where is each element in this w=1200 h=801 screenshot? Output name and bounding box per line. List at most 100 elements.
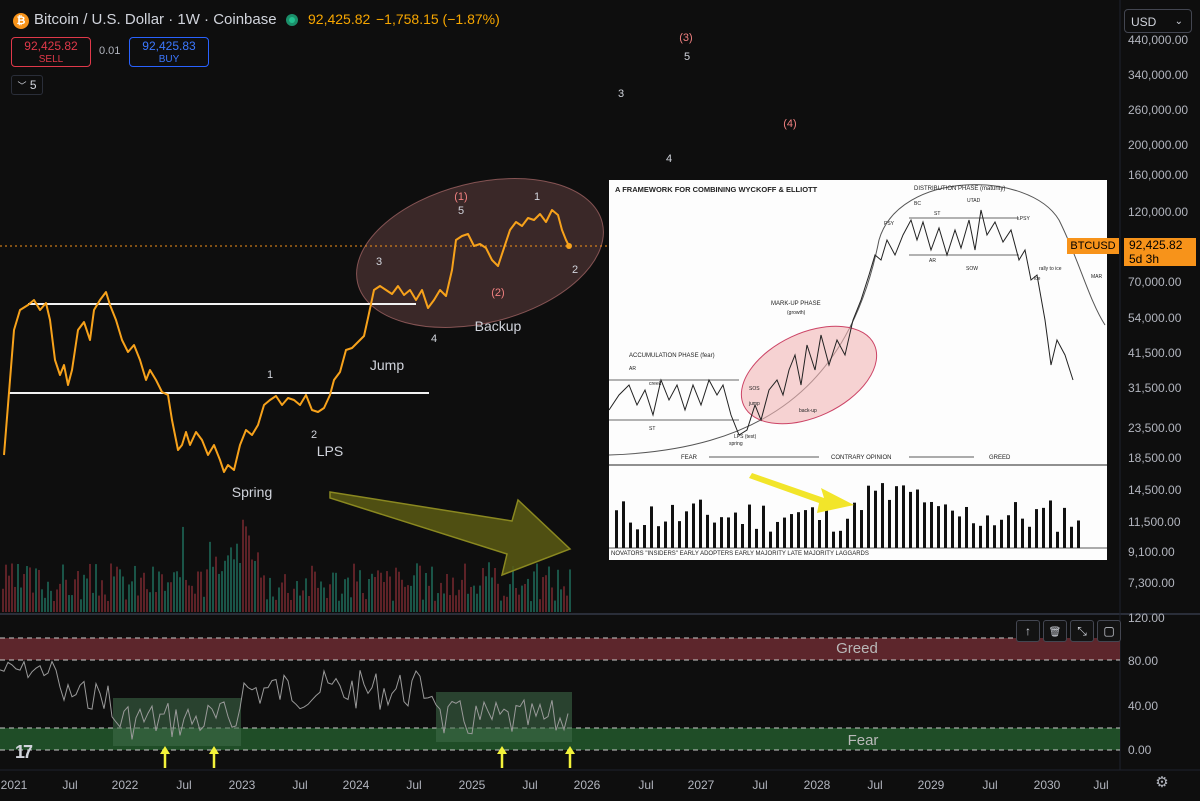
move-up-button[interactable]: ↑ [1016,620,1040,642]
volume-bar [71,595,73,612]
volume-bar [431,566,433,612]
volume-bar [344,579,346,612]
time-axis[interactable]: 2021 Jul 2022 Jul 2023 Jul 2024 Jul 2025 Jul 2026 J… [1,778,1109,792]
sell-button[interactable]: 92,425.82 SELL [11,37,91,67]
arrow-up-icon [160,746,170,754]
volume-bar [191,585,193,612]
price-tick-label: 14,500.00 [1128,483,1182,497]
volume-bar [275,599,277,612]
oscillator-axis[interactable]: 120.00 80.00 40.00 0.00 [1128,611,1165,757]
projection-arrow[interactable] [329,491,572,577]
chevron-down-icon: ﹀ [17,81,27,91]
inset-small-label: PSY [884,221,895,227]
fear-box-2[interactable] [436,692,572,742]
volume-bar [170,582,172,612]
oscillator-tick-label: 40.00 [1128,699,1158,713]
inset-volume-bar [1007,515,1010,548]
volume-bar [494,568,496,612]
volume-bar [110,563,112,612]
volume-bar [134,565,136,612]
inset-volume-bar [895,486,898,548]
volume-bar [308,595,310,612]
inset-volume-bar [902,485,905,548]
buy-button[interactable]: 92,425.83 BUY [129,37,209,67]
volume-bar [185,579,187,612]
volume-bar [479,585,481,612]
bitcoin-icon: ₿ [13,13,29,29]
volume-bar [5,564,7,612]
time-tick-label: Jul [638,778,653,792]
volume-bars [2,519,571,612]
inset-price-path [609,209,1074,436]
maximize-icon: ▢ [1103,624,1115,638]
volume-bar [392,600,394,612]
time-tick-label: Jul [752,778,767,792]
inset-volume-bar [615,510,618,548]
volume-bar [278,587,280,612]
inset-volume-bar [909,491,912,548]
price-tick-label: 120,000.00 [1128,205,1188,219]
price-axis[interactable]: 440,000.00 340,000.00 260,000.00 200,000.00… [1128,33,1188,590]
delete-pane-button[interactable]: 🗑 [1043,620,1067,642]
inset-volume-bar [867,485,870,548]
wave-label: 2 [311,429,317,441]
price-tick-label: 440,000.00 [1128,33,1188,47]
price-tick-label: 70,000.00 [1128,275,1182,289]
indicators-toggle[interactable]: ﹀ 5 [11,75,43,95]
inset-volume-bar [1028,526,1031,548]
volume-bar [2,588,4,612]
volume-bar [230,547,232,612]
volume-bar [188,585,190,612]
last-price-dot [566,243,572,249]
volume-bar [485,576,487,612]
inset-fear: FEAR [681,455,698,461]
volume-bar [296,581,298,612]
volume-bar [557,569,559,612]
wave-label: (4) [783,118,796,130]
volume-bar [194,593,196,612]
volume-bar [164,590,166,612]
inset-volume-bar [804,510,807,548]
currency-select[interactable]: USD ⌄ [1124,9,1192,33]
volume-bar [65,579,67,612]
inset-volume-bar [636,529,639,548]
maximize-pane-button[interactable]: ▢ [1097,620,1121,642]
volume-bar [428,585,430,612]
sell-label: SELL [38,54,64,65]
volume-bar [131,581,133,612]
settings-gear-icon[interactable]: ⚙ [1155,774,1169,791]
volume-bar [338,600,340,612]
inset-title: A FRAMEWORK FOR COMBINING WYCKOFF & ELLI… [615,185,818,194]
inset-volume-bar [916,489,919,548]
volume-bar [221,571,223,612]
inset-volume-bar [958,516,961,548]
inset-contrary: CONTRARY OPINION [831,455,891,461]
inset-volume-bar [748,504,751,548]
inset-volume-bar [713,522,716,548]
volume-bar [236,543,238,612]
inset-groups: NOVATORS "INSIDERS" EARLY ADOPTERS EARLY… [611,551,869,557]
inset-volume-bar [699,499,702,548]
collapse-pane-button[interactable]: ⤡ [1070,620,1094,642]
volume-bar [86,578,88,612]
volume-bar [554,600,556,612]
greed-label: Greed [836,640,878,657]
volume-bar [455,595,457,612]
btc-price-line[interactable] [3,209,570,473]
volume-bar [443,593,445,612]
market-status-icon[interactable] [286,14,298,26]
inset-small-label: LPSY [1017,216,1030,222]
inset-accumulation: ACCUMULATION PHASE (fear) [629,353,715,359]
inset-small-label: ST [649,426,655,432]
inset-small-label: LPS (test) [734,434,757,440]
inset-volume-bar [1042,507,1045,548]
volume-bar [374,577,376,612]
inset-volume-bar [762,505,765,548]
volume-bar [365,599,367,612]
volume-bar [293,588,295,612]
volume-bar [548,566,550,612]
inset-volume-bar [1077,520,1080,548]
inset-volume-bar [853,502,856,548]
symbol-title[interactable]: Bitcoin / U.S. Dollar · 1W · Coinbase [34,11,277,28]
